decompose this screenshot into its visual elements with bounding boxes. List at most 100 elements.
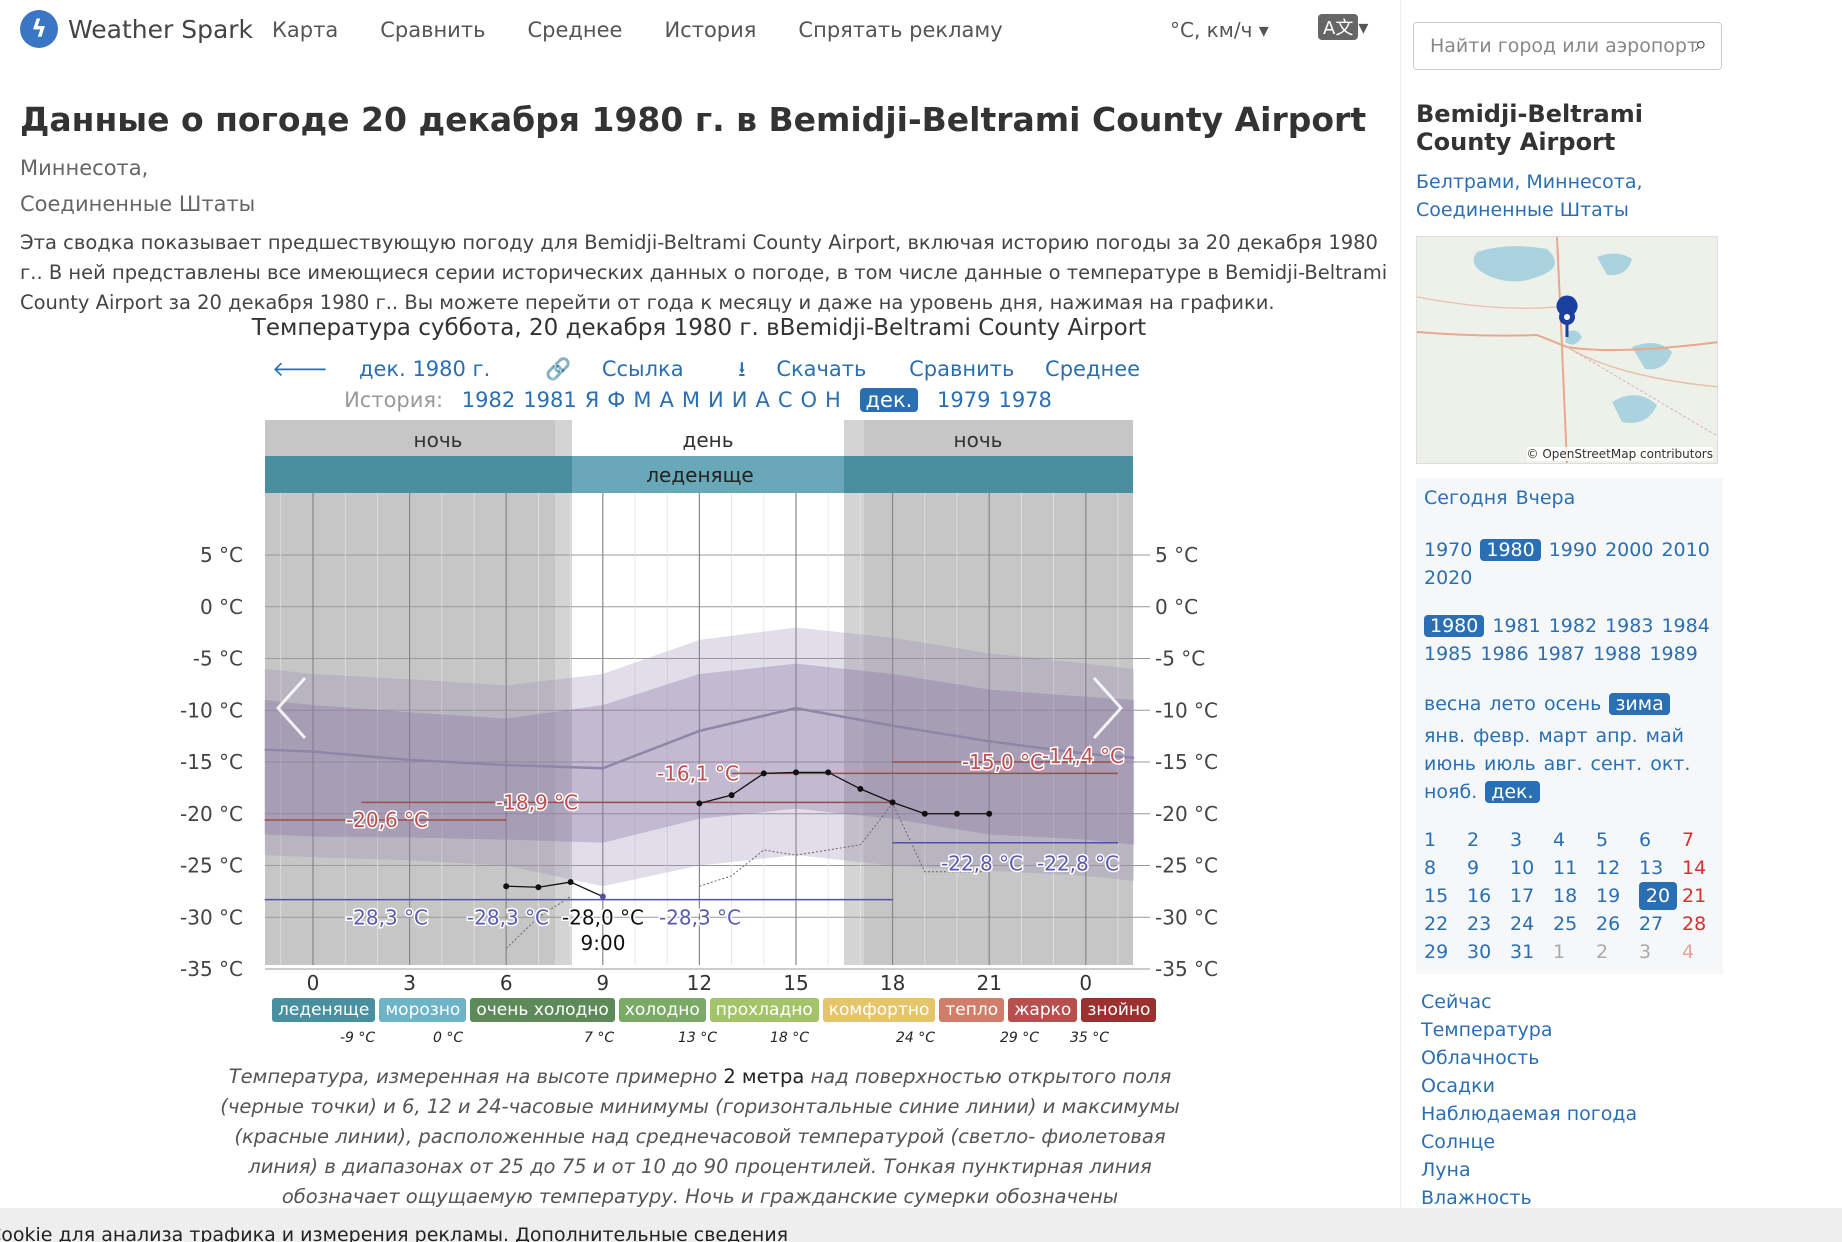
day-cell[interactable]: 19 — [1596, 885, 1621, 907]
years_row1-item[interactable]: 1981 — [1492, 615, 1541, 637]
history-item[interactable]: Ф — [607, 388, 626, 412]
observed-point[interactable] — [728, 792, 735, 799]
day-cell[interactable]: 8 — [1424, 857, 1437, 879]
observed-point[interactable] — [599, 893, 606, 900]
search-input[interactable]: Найти город или аэропорт ⌕ — [1413, 22, 1722, 70]
day-cell[interactable]: 1 — [1424, 829, 1437, 851]
months_row2-item[interactable]: сент. — [1590, 753, 1643, 775]
day-cell[interactable]: 14 — [1682, 857, 1707, 879]
day-cell[interactable]: 9 — [1467, 857, 1480, 879]
sidebar-link[interactable]: Сейчас — [1421, 991, 1492, 1013]
location-line2[interactable]: Соединенные Штаты — [1416, 199, 1629, 221]
back-month-link[interactable]: 🡐 дек. 1980 г. — [260, 357, 502, 381]
yesterday-link[interactable]: Вчера — [1515, 487, 1576, 509]
decades_row1-item[interactable]: 2010 — [1661, 539, 1710, 561]
years_row2-item[interactable]: 1988 — [1593, 643, 1642, 665]
sidebar-link[interactable]: Солнце — [1421, 1131, 1496, 1153]
map-credit[interactable]: © OpenStreetMap contributors — [1526, 447, 1713, 461]
seasons-item[interactable]: осень — [1543, 693, 1602, 715]
observed-point[interactable] — [567, 879, 574, 886]
day-cell[interactable]: 31 — [1510, 941, 1535, 963]
observed-point[interactable] — [760, 770, 767, 777]
decades_row1-item[interactable]: 1980 — [1480, 539, 1541, 561]
day-cell[interactable]: 25 — [1553, 913, 1578, 935]
day-cell[interactable]: 10 — [1510, 857, 1535, 879]
observed-point[interactable] — [954, 810, 960, 817]
logo[interactable]: ϟ Weather Spark — [20, 10, 253, 48]
sidebar-link[interactable]: Облачность — [1421, 1047, 1540, 1069]
seasons-item[interactable]: зима — [1609, 693, 1670, 715]
history-item[interactable]: Н — [825, 388, 841, 412]
download-link[interactable]: ⭳ Скачать — [726, 357, 878, 381]
nav-hide-ads[interactable]: Спрятать рекламу — [798, 18, 1003, 42]
observed-point[interactable] — [535, 884, 542, 891]
history-item[interactable]: О — [800, 388, 818, 412]
years_row2-item[interactable]: 1985 — [1424, 643, 1473, 665]
day-cell[interactable]: 22 — [1424, 913, 1449, 935]
history-item[interactable]: 1982 — [461, 388, 516, 412]
months_row2-item[interactable]: июнь — [1424, 753, 1476, 775]
language-dropdown[interactable]: A文 ▾ — [1318, 14, 1368, 40]
observed-point[interactable] — [889, 799, 896, 806]
temperature-chart[interactable]: ночь день ночь леденяще 5 °C 5 °C 0 °C 0 °C -5 °… — [0, 410, 1400, 1000]
nav-compare[interactable]: Сравнить — [380, 18, 486, 42]
months_row1-item[interactable]: янв. — [1424, 725, 1466, 747]
units-dropdown[interactable]: °C, км/ч ▾ — [1170, 18, 1269, 42]
months_row1-item[interactable]: февр. — [1473, 725, 1531, 747]
day-cell[interactable]: 7 — [1682, 829, 1695, 851]
history-item[interactable]: С — [777, 388, 793, 412]
years_row1-item[interactable]: 1983 — [1605, 615, 1654, 637]
nav-map[interactable]: Карта — [272, 18, 339, 42]
history-item[interactable]: М — [681, 388, 700, 412]
sidebar-link[interactable]: Влажность — [1421, 1187, 1532, 1209]
observed-point[interactable] — [857, 785, 864, 792]
decades_row2-item[interactable]: 2020 — [1424, 567, 1473, 589]
history-item[interactable]: А — [755, 388, 770, 412]
day-cell[interactable]: 29 — [1424, 941, 1449, 963]
observed-point[interactable] — [921, 810, 928, 817]
months_row1-item[interactable]: апр. — [1595, 725, 1638, 747]
day-cell[interactable]: 27 — [1639, 913, 1664, 935]
day-cell[interactable]: 26 — [1596, 913, 1621, 935]
day-cell[interactable]: 4 — [1682, 941, 1695, 963]
decades_row1-item[interactable]: 2000 — [1605, 539, 1654, 561]
day-cell[interactable]: 12 — [1596, 857, 1621, 879]
day-cell[interactable]: 6 — [1639, 829, 1652, 851]
day-cell[interactable]: 21 — [1682, 885, 1707, 907]
day-cell[interactable]: 2 — [1467, 829, 1480, 851]
nav-history[interactable]: История — [664, 18, 757, 42]
sidebar-link[interactable]: Наблюдаемая погода — [1421, 1103, 1638, 1125]
months_row1-item[interactable]: март — [1538, 725, 1588, 747]
months_row2-item[interactable]: окт. — [1650, 753, 1691, 775]
history-item[interactable]: 1981 — [523, 388, 577, 412]
years_row2-item[interactable]: 1986 — [1480, 643, 1529, 665]
months_row2-item[interactable]: июль — [1483, 753, 1536, 775]
observed-point[interactable] — [793, 769, 799, 776]
history-item[interactable]: И — [731, 388, 748, 412]
sidebar-link[interactable]: Температура — [1421, 1019, 1553, 1041]
history-item[interactable]: 1978 — [998, 388, 1052, 412]
day-cell[interactable]: 20 — [1639, 882, 1677, 910]
observed-point[interactable] — [986, 810, 993, 817]
chevron-left-icon[interactable] — [275, 676, 307, 740]
seasons-item[interactable]: лето — [1489, 693, 1536, 715]
day-cell[interactable]: 18 — [1553, 885, 1578, 907]
history-item[interactable]: М — [633, 388, 652, 412]
day-cell[interactable]: 3 — [1510, 829, 1523, 851]
years_row2-item[interactable]: 1989 — [1649, 643, 1698, 665]
location-map[interactable]: © OpenStreetMap contributors — [1416, 236, 1718, 464]
seasons-item[interactable]: весна — [1424, 693, 1482, 715]
day-cell[interactable]: 16 — [1467, 885, 1492, 907]
search-icon[interactable]: ⌕ — [1694, 32, 1707, 57]
nav-average[interactable]: Среднее — [527, 18, 623, 42]
day-cell[interactable]: 15 — [1424, 885, 1449, 907]
months_row3-item[interactable]: дек. — [1485, 781, 1540, 803]
sidebar-link[interactable]: Осадки — [1421, 1075, 1496, 1097]
history-item[interactable]: И — [708, 388, 724, 412]
months_row3-item[interactable]: нояб. — [1424, 781, 1478, 803]
day-cell[interactable]: 11 — [1553, 857, 1578, 879]
history-item[interactable]: Я — [584, 388, 600, 412]
history-item[interactable]: А — [659, 388, 674, 412]
months_row2-item[interactable]: авг. — [1543, 753, 1583, 775]
months_row1-item[interactable]: май — [1645, 725, 1684, 747]
